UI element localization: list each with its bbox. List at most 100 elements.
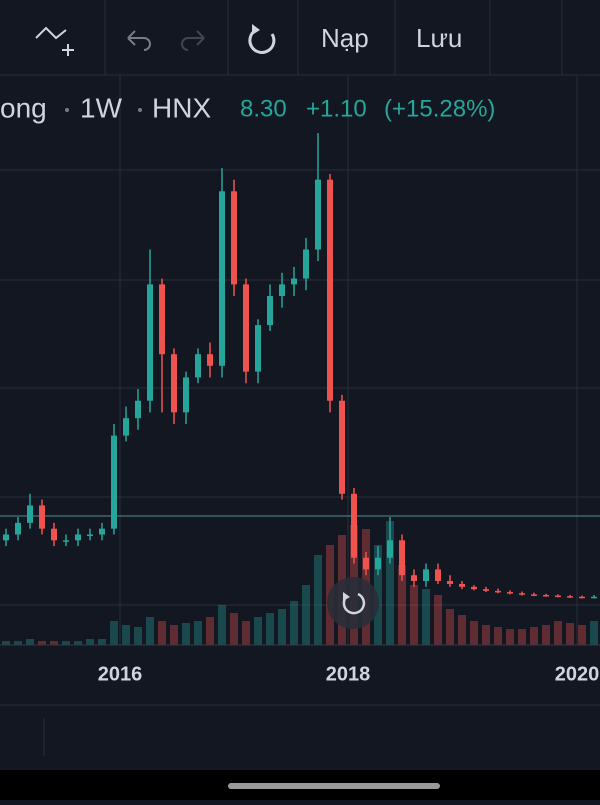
candle-body (63, 540, 69, 542)
volume-bar (398, 565, 406, 645)
home-indicator[interactable] (228, 783, 440, 789)
candle-body (459, 583, 465, 587)
volume-bar (122, 625, 130, 645)
indicator-icon[interactable] (35, 26, 67, 40)
candle-body (39, 505, 45, 529)
candle-body (363, 557, 369, 570)
volume-bar (554, 621, 562, 645)
reset-icon[interactable] (248, 28, 276, 54)
save-button[interactable]: Lưu (416, 23, 462, 53)
candle-body (75, 534, 81, 541)
volume-bar (110, 621, 118, 645)
undo-icon[interactable] (127, 30, 151, 51)
candle-body (303, 249, 309, 279)
candle-body (339, 400, 345, 494)
volume-bar (278, 609, 286, 645)
redo-icon (181, 30, 205, 51)
candle-body (159, 284, 165, 355)
dot (138, 108, 142, 112)
volume-bar (482, 625, 490, 645)
candle-body (387, 540, 393, 558)
candle-body (51, 528, 57, 541)
add-icon (62, 44, 74, 56)
volume-bar (266, 613, 274, 645)
volume-bar (254, 617, 262, 645)
volume-bar (566, 623, 574, 645)
replay-button[interactable] (327, 577, 379, 629)
volume-bar (290, 601, 298, 645)
candle-body (399, 540, 405, 576)
volume-bar (62, 641, 70, 645)
candle-body (15, 522, 21, 535)
volume-bar (302, 585, 310, 645)
candle-body (579, 596, 585, 599)
x-tick-label: 2020 (555, 663, 600, 685)
candle-body (519, 593, 525, 595)
candle-body (471, 586, 477, 590)
volume-bar (530, 627, 538, 645)
candle-body (507, 592, 513, 594)
candle-body (111, 435, 117, 529)
price: 8.30 (240, 95, 287, 122)
candle-body (207, 354, 213, 366)
candle-body (543, 594, 549, 597)
load-button[interactable]: Nạp (321, 23, 369, 53)
candle-body (135, 400, 141, 419)
volume-bar (50, 641, 58, 645)
volume-bar (410, 585, 418, 645)
volume-bar (146, 617, 154, 645)
candle-body (219, 191, 225, 366)
volume-bar (374, 545, 382, 645)
volume-bar (506, 629, 514, 645)
volume-bar (422, 589, 430, 645)
volume-bar (542, 625, 550, 645)
candle-body (315, 179, 321, 250)
candle-body (423, 569, 429, 582)
volume-bar (590, 621, 598, 645)
candle-body (87, 534, 93, 536)
reset-arrow (252, 24, 260, 35)
candle-body (279, 284, 285, 297)
candle-body (3, 534, 9, 541)
candle-body (255, 325, 261, 372)
change-percent: (+15.28%) (384, 95, 495, 122)
candle-body (231, 191, 237, 285)
candle-body (435, 569, 441, 582)
candle-body (531, 594, 537, 596)
candle-body (195, 354, 201, 378)
replay-icon (342, 592, 366, 615)
candle-body (483, 589, 489, 591)
volume-bar (134, 627, 142, 645)
toolbar: Nạp Lưu (0, 0, 600, 76)
volume-bar (98, 639, 106, 645)
dot (65, 108, 69, 112)
grid (0, 75, 600, 645)
candle-body (243, 284, 249, 372)
candle-body (183, 377, 189, 413)
exchange: HNX (152, 92, 211, 123)
candle-body (411, 575, 417, 582)
volume-bar (494, 627, 502, 645)
x-tick-label: 2016 (98, 663, 143, 685)
candle-body (567, 596, 573, 598)
volume-bar (434, 595, 442, 645)
volume-bar (86, 639, 94, 645)
volume-bar (14, 641, 22, 645)
candle-body (267, 296, 273, 326)
volume-bar (446, 609, 454, 645)
candle-body (171, 354, 177, 413)
volume-bar (314, 555, 322, 645)
volume-bar (26, 639, 34, 645)
volume-bar (386, 521, 394, 645)
interval: 1W (80, 92, 123, 123)
volume-bar (578, 625, 586, 645)
volume-bar (158, 621, 166, 645)
volume-bar (470, 621, 478, 645)
legend-header: ong 1W HNX 8.30 +1.10 (+15.28%) (0, 92, 495, 123)
candle-body (495, 590, 501, 593)
volume-bar (170, 625, 178, 645)
volume-bar (206, 617, 214, 645)
volume-bar (182, 623, 190, 645)
